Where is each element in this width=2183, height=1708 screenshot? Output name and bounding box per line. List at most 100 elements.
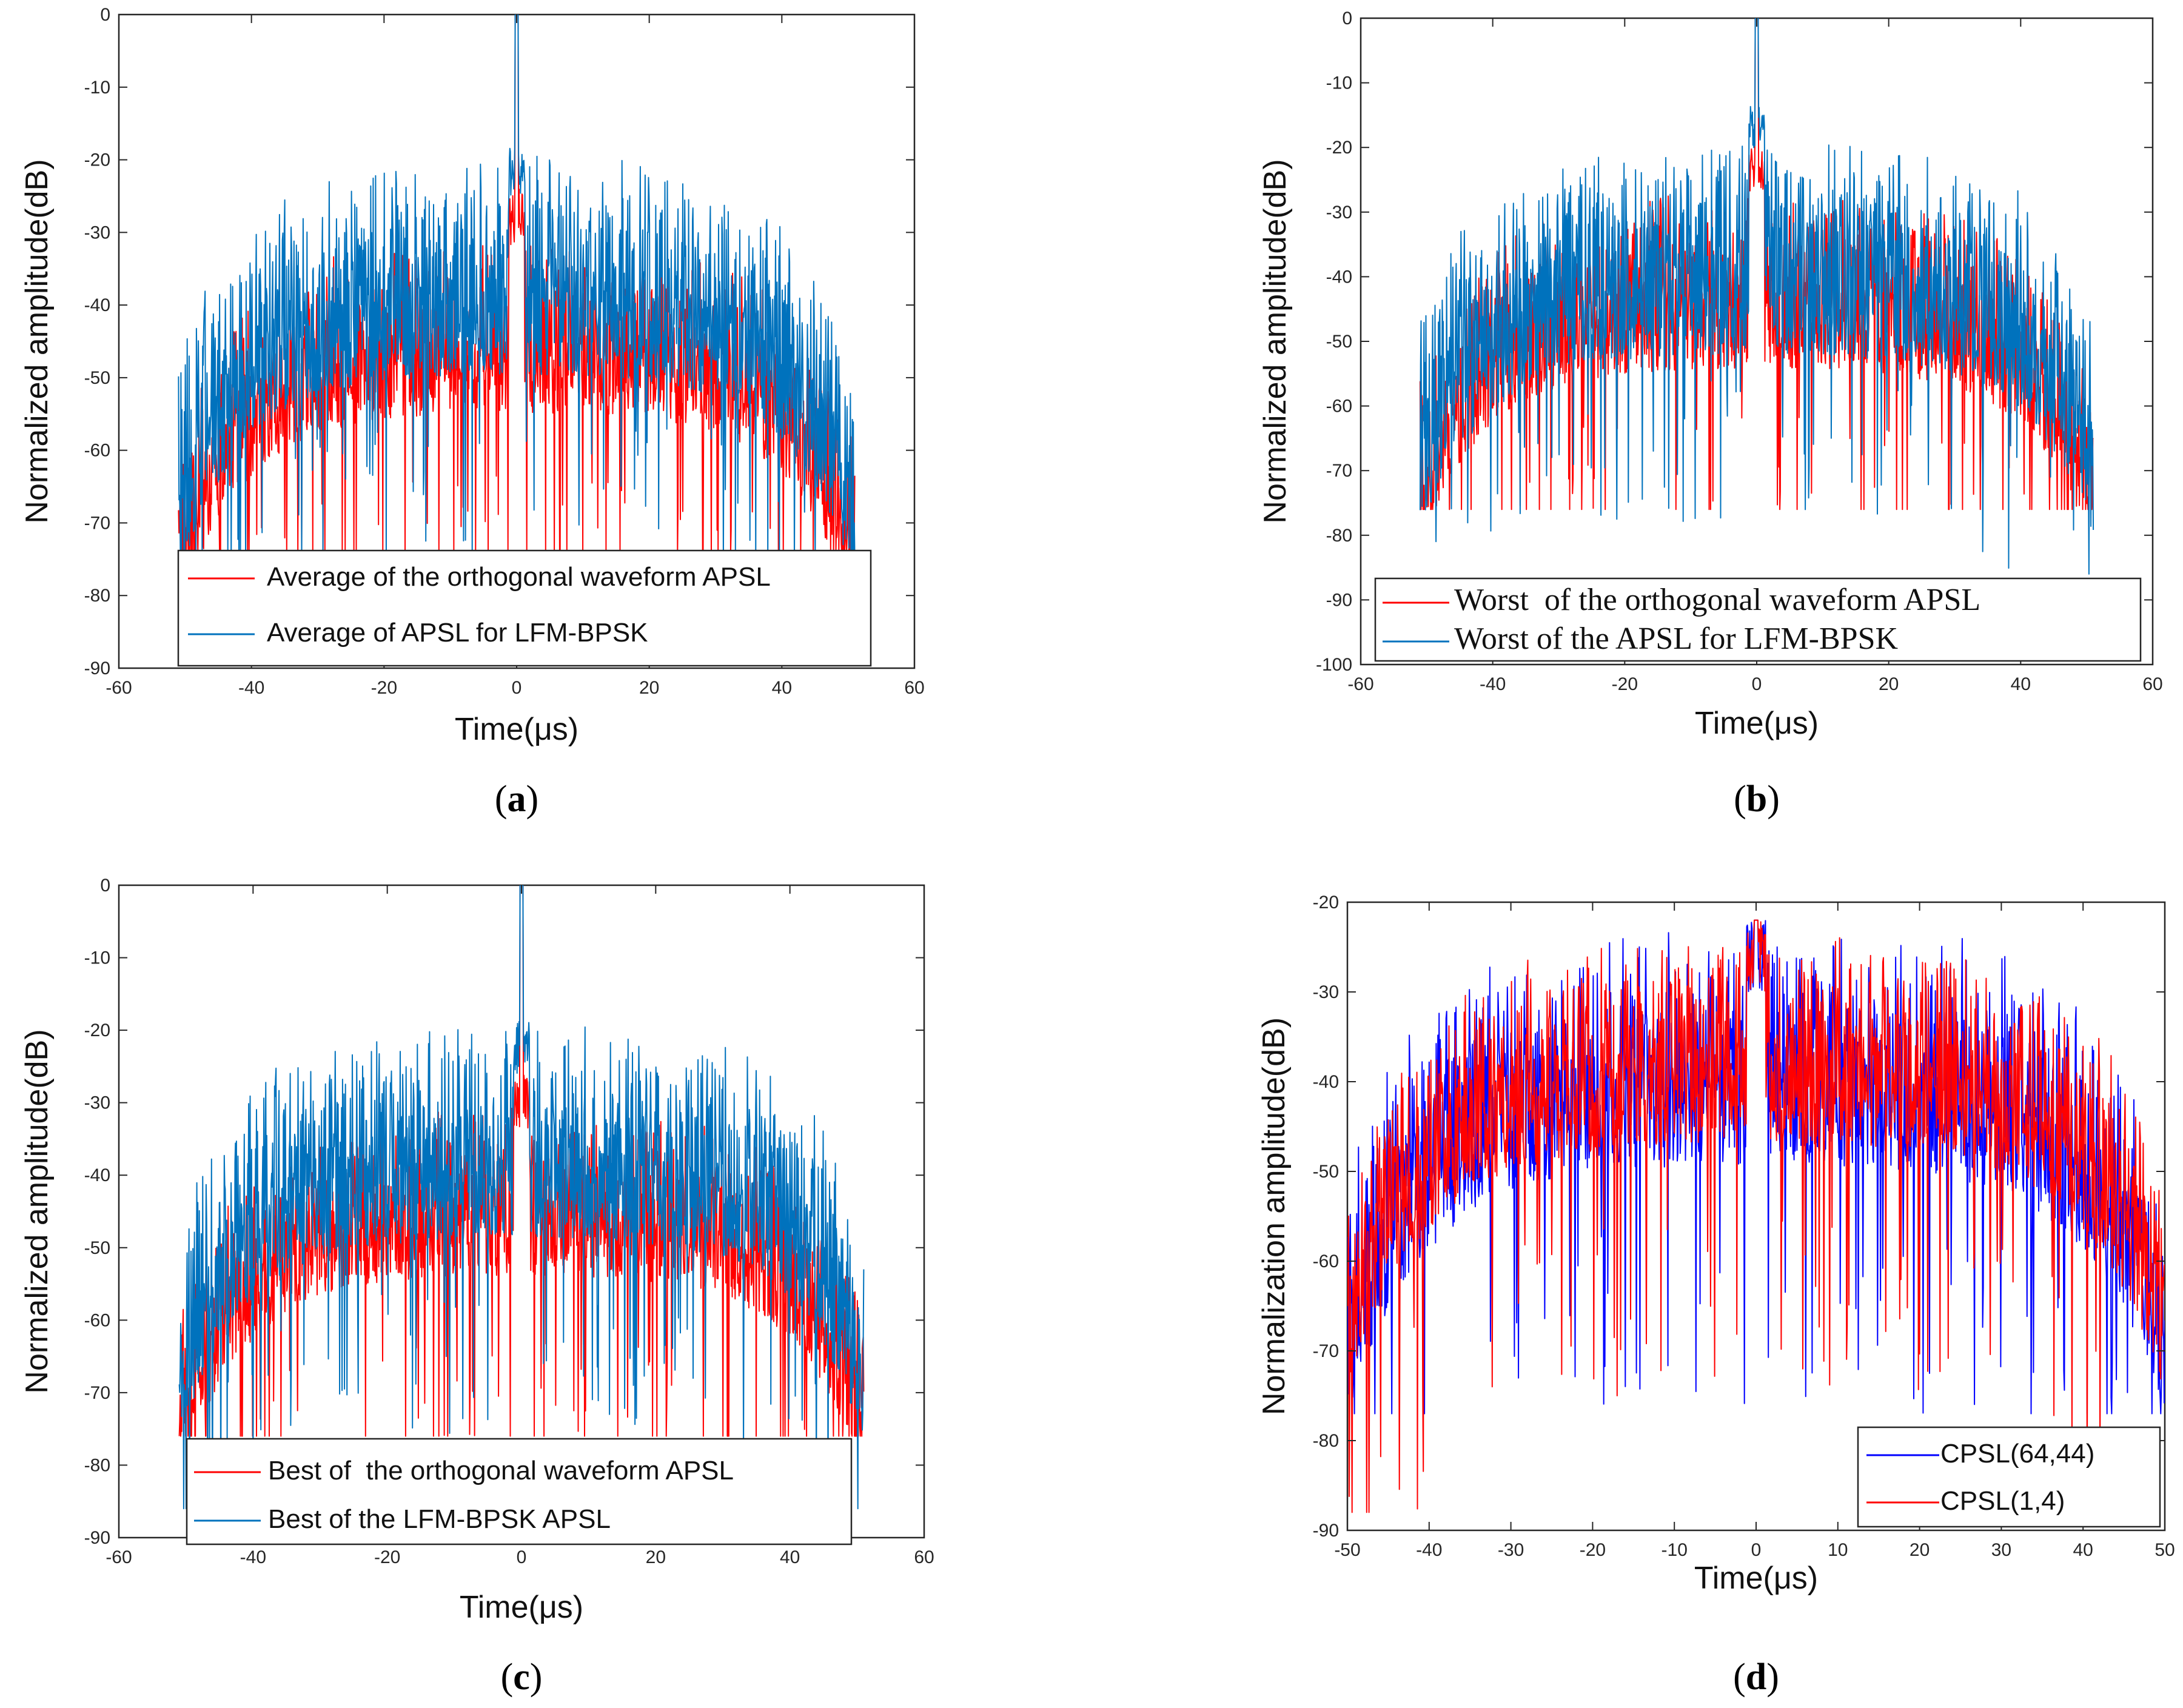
series-group-a — [178, 15, 856, 568]
x-tick-label-a-2: -20 — [371, 678, 397, 698]
caption-letter-b: b — [1746, 779, 1767, 820]
series-group-b — [1419, 18, 2094, 575]
legend-entry-a-1: Average of APSL for LFM-BPSK — [267, 618, 648, 648]
x-axis-label-c: Time(μs) — [460, 1590, 583, 1625]
y-tick-label-d-1: -30 — [1313, 982, 1339, 1002]
ticks-group-d: -50 -40 -30 -20 -10 0 10 20 30 40 50 -20 -30 -40 -50 -6… — [1313, 893, 2175, 1560]
ticks-group-c: -60 -40 -20 0 20 40 60 0 -10 -20 -30 -40 -50 -60 -70 -8… — [84, 876, 934, 1567]
legend-a: Average of the orthogonal waveform APSL … — [177, 549, 872, 667]
y-tick-label-d-0: -20 — [1313, 893, 1339, 913]
y-tick-label-a-7: -70 — [84, 513, 110, 533]
y-axis-label-a: Normalized amplitude(dB) — [19, 159, 55, 523]
y-tick-label-b-1: -10 — [1326, 73, 1352, 93]
y-tick-label-b-3: -30 — [1326, 203, 1352, 223]
x-tick-label-a-3: 0 — [512, 678, 522, 698]
legend-c: Best of the orthogonal waveform APSL Bes… — [186, 1438, 853, 1546]
series-line-d-1 — [1347, 919, 2165, 1513]
y-tick-label-b-6: -60 — [1326, 397, 1352, 417]
panel-a: -60 -40 -20 0 20 40 60 0 -10 -20 -30 -40 -50 -60 -70 -8… — [19, 5, 925, 820]
legend-entry-c-0: Best of the orthogonal waveform APSL — [268, 1456, 734, 1485]
caption-d: (d) — [1733, 1656, 1779, 1698]
y-tick-label-d-3: -50 — [1313, 1162, 1339, 1182]
y-tick-label-d-5: -70 — [1313, 1341, 1339, 1361]
y-tick-label-a-5: -50 — [84, 368, 110, 388]
x-tick-label-d-5: 0 — [1751, 1540, 1762, 1560]
x-tick-label-d-6: 10 — [1828, 1540, 1848, 1560]
x-tick-label-b-0: -60 — [1347, 674, 1373, 694]
x-tick-label-c-5: 40 — [780, 1547, 800, 1567]
x-tick-label-d-2: -30 — [1498, 1540, 1524, 1560]
y-tick-label-a-9: -90 — [84, 658, 110, 678]
x-tick-label-a-4: 20 — [639, 678, 659, 698]
x-tick-label-c-4: 20 — [646, 1547, 666, 1567]
caption-a: (a) — [495, 779, 538, 820]
y-tick-label-b-0: 0 — [1342, 8, 1352, 28]
x-tick-label-d-8: 30 — [1991, 1540, 2011, 1560]
legend-entry-d-1: CPSL(1,4) — [1940, 1486, 2065, 1516]
series-line-b-0 — [1419, 18, 2094, 511]
legend-b: Worst of the orthogonal waveform APSL Wo… — [1374, 577, 2142, 662]
x-tick-label-d-1: -40 — [1416, 1540, 1442, 1560]
x-tick-label-c-0: -60 — [106, 1547, 132, 1567]
series-line-b-1 — [1419, 18, 2094, 575]
y-tick-label-c-2: -20 — [84, 1020, 110, 1040]
x-tick-label-c-2: -20 — [374, 1547, 400, 1567]
x-axis-label-a: Time(μs) — [455, 712, 578, 747]
x-tick-label-c-3: 0 — [517, 1547, 527, 1567]
y-tick-label-a-6: -60 — [84, 441, 110, 461]
y-tick-label-b-8: -80 — [1326, 526, 1352, 546]
y-axis-label-d: Normalization amplitude(dB) — [1256, 1017, 1292, 1415]
y-tick-label-c-3: -30 — [84, 1093, 110, 1113]
x-tick-label-d-7: 20 — [1910, 1540, 1930, 1560]
x-tick-label-b-2: -20 — [1612, 674, 1638, 694]
x-tick-label-c-6: 60 — [914, 1547, 934, 1567]
y-tick-label-d-6: -80 — [1313, 1431, 1339, 1451]
caption-letter-d: d — [1746, 1656, 1766, 1698]
y-tick-label-b-4: -40 — [1326, 267, 1352, 287]
legend-entry-a-0: Average of the orthogonal waveform APSL — [267, 562, 771, 592]
panel-b: -60 -40 -20 0 20 40 60 0 -10 -20 -30 -40 -50 -60 -70 -8… — [1258, 8, 2163, 820]
y-tick-label-a-0: 0 — [100, 5, 110, 25]
x-tick-label-d-10: 50 — [2154, 1540, 2175, 1560]
legend-box-d — [1857, 1426, 2161, 1528]
x-tick-label-a-0: -60 — [106, 678, 132, 698]
legend-box-a — [177, 549, 872, 667]
legend-entry-b-0: Worst of the orthogonal waveform APSL — [1454, 583, 1980, 617]
legend-box-b — [1374, 577, 2142, 662]
y-tick-label-d-7: -90 — [1313, 1521, 1339, 1541]
y-tick-label-b-7: -70 — [1326, 461, 1352, 481]
series-group-d — [1347, 919, 2165, 1513]
y-axis-label-b: Normalized amplitude(dB) — [1258, 159, 1293, 523]
x-axis-label-b: Time(μs) — [1695, 706, 1819, 741]
x-tick-label-b-1: -40 — [1480, 674, 1506, 694]
x-tick-label-a-1: -40 — [238, 678, 264, 698]
x-tick-label-b-3: 0 — [1752, 674, 1762, 694]
x-tick-label-d-4: -10 — [1662, 1540, 1688, 1560]
legend-box-c — [186, 1438, 853, 1546]
x-tick-label-b-4: 20 — [1879, 674, 1899, 694]
y-tick-label-a-2: -20 — [84, 150, 110, 170]
series-line-a-1 — [178, 15, 856, 568]
y-tick-label-d-2: -40 — [1313, 1072, 1339, 1092]
legend-d: CPSL(64,44) CPSL(1,4) — [1857, 1426, 2161, 1528]
y-tick-label-c-4: -40 — [84, 1165, 110, 1185]
y-tick-label-c-9: -90 — [84, 1528, 110, 1548]
y-tick-label-a-8: -80 — [84, 586, 110, 606]
y-tick-label-c-1: -10 — [84, 948, 110, 968]
x-tick-label-a-6: 60 — [904, 678, 924, 698]
caption-letter-a: a — [508, 779, 526, 820]
legend-entry-c-1: Best of the LFM-BPSK APSL — [268, 1504, 611, 1534]
legend-entry-d-0: CPSL(64,44) — [1940, 1439, 2094, 1469]
caption-letter-c: c — [513, 1656, 530, 1698]
y-tick-label-c-7: -70 — [84, 1383, 110, 1403]
legend-entry-b-1: Worst of the APSL for LFM-BPSK — [1454, 621, 1899, 656]
x-tick-label-d-0: -50 — [1334, 1540, 1360, 1560]
y-tick-label-d-4: -60 — [1313, 1251, 1339, 1271]
x-tick-label-d-9: 40 — [2073, 1540, 2093, 1560]
panel-d: -50 -40 -30 -20 -10 0 10 20 30 40 50 -20 -30 -40 -50 -6… — [1256, 893, 2175, 1698]
y-tick-label-c-5: -50 — [84, 1238, 110, 1258]
series-line-c-1 — [178, 885, 865, 1510]
y-tick-label-b-5: -50 — [1326, 332, 1352, 352]
caption-b: (b) — [1734, 779, 1780, 820]
